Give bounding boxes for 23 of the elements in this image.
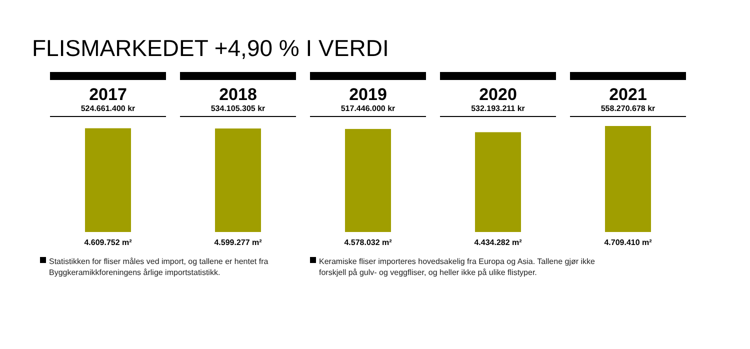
bar: [85, 128, 131, 232]
x-tick-label: 2021: [609, 85, 647, 104]
bar: [605, 126, 651, 232]
text: 517.446.000 kr: [340, 104, 396, 113]
data-label: 4.599.277 m²: [214, 238, 262, 247]
chart-title: FLISMARKEDET +4,90 % I VERDI: [32, 35, 389, 61]
data-label: 4.609.752 m²: [84, 238, 132, 247]
x-tick-label: 2019: [349, 85, 387, 104]
bar: [215, 128, 261, 232]
text: Statistikken for fliser måles ved import, og tallene er hentet fra Byggkeramikkforeningens årlige importstatistikk.: [49, 257, 269, 277]
bar: [475, 132, 521, 232]
text: 532.193.211 kr: [471, 104, 525, 113]
x-tick-label: 2020: [479, 85, 517, 104]
x-tick-label: 2017: [89, 85, 127, 104]
data-label: 4.578.032 m²: [344, 238, 392, 247]
data-label: 4.709.410 m²: [604, 238, 652, 247]
text: 558.270.678 kr: [600, 104, 656, 113]
x-tick-label: 2018: [219, 85, 257, 104]
bar: [345, 128, 391, 232]
text: 524.661.400 kr: [80, 104, 136, 113]
text: 534.105.305 kr: [210, 104, 266, 113]
text: Keramiske fliser importeres hovedsakelig fra Europa og Asia. Tallene gjør ikke forskjell på gulv- og veggfliser, og heller ikke på ulike flistyper.: [319, 257, 596, 277]
data-label: 4.434.282 m²: [474, 238, 522, 247]
